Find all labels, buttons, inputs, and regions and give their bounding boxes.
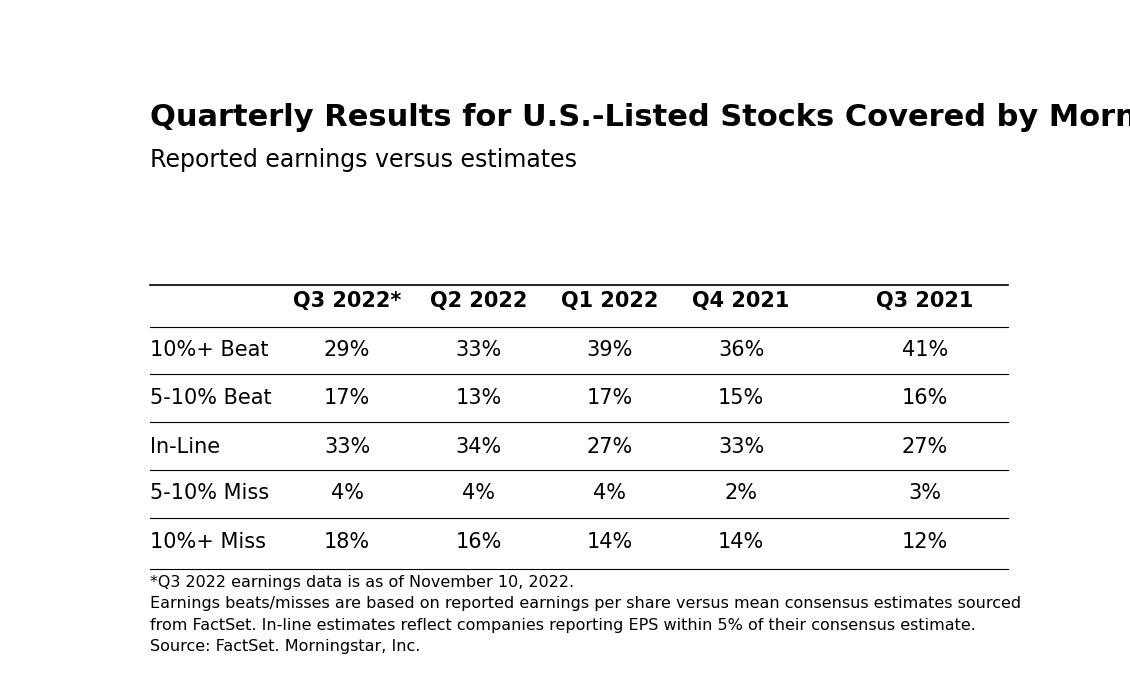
Text: 13%: 13% bbox=[455, 388, 502, 408]
Text: 5-10% Miss: 5-10% Miss bbox=[150, 483, 269, 503]
Text: 17%: 17% bbox=[324, 388, 371, 408]
Text: from FactSet. In-line estimates reflect companies reporting EPS within 5% of the: from FactSet. In-line estimates reflect … bbox=[150, 618, 976, 633]
Text: 36%: 36% bbox=[718, 340, 764, 359]
Text: In-Line: In-Line bbox=[150, 436, 220, 456]
Text: 14%: 14% bbox=[586, 532, 633, 551]
Text: Quarterly Results for U.S.-Listed Stocks Covered by Morningstar: Quarterly Results for U.S.-Listed Stocks… bbox=[150, 103, 1130, 131]
Text: 4%: 4% bbox=[462, 483, 495, 503]
Text: 16%: 16% bbox=[902, 388, 948, 408]
Text: 17%: 17% bbox=[586, 388, 633, 408]
Text: 41%: 41% bbox=[902, 340, 948, 359]
Text: Q3 2021: Q3 2021 bbox=[877, 292, 974, 311]
Text: *Q3 2022 earnings data is as of November 10, 2022.: *Q3 2022 earnings data is as of November… bbox=[150, 575, 574, 590]
Text: 33%: 33% bbox=[455, 340, 502, 359]
Text: 2%: 2% bbox=[724, 483, 757, 503]
Text: 4%: 4% bbox=[593, 483, 626, 503]
Text: 27%: 27% bbox=[902, 436, 948, 456]
Text: 3%: 3% bbox=[909, 483, 941, 503]
Text: Q1 2022: Q1 2022 bbox=[562, 292, 659, 311]
Text: 33%: 33% bbox=[718, 436, 764, 456]
Text: Earnings beats/misses are based on reported earnings per share versus mean conse: Earnings beats/misses are based on repor… bbox=[150, 597, 1022, 611]
Text: 12%: 12% bbox=[902, 532, 948, 551]
Text: 34%: 34% bbox=[455, 436, 502, 456]
Text: Source: FactSet. Morningstar, Inc.: Source: FactSet. Morningstar, Inc. bbox=[150, 639, 420, 655]
Text: 27%: 27% bbox=[586, 436, 633, 456]
Text: 10%+ Miss: 10%+ Miss bbox=[150, 532, 266, 551]
Text: 39%: 39% bbox=[586, 340, 633, 359]
Text: Q3 2022*: Q3 2022* bbox=[293, 292, 401, 311]
Text: 18%: 18% bbox=[324, 532, 371, 551]
Text: 29%: 29% bbox=[324, 340, 371, 359]
Text: 4%: 4% bbox=[331, 483, 364, 503]
Text: Q2 2022: Q2 2022 bbox=[429, 292, 527, 311]
Text: Reported earnings versus estimates: Reported earnings versus estimates bbox=[150, 148, 577, 172]
Text: 10%+ Beat: 10%+ Beat bbox=[150, 340, 269, 359]
Text: 16%: 16% bbox=[455, 532, 502, 551]
Text: 33%: 33% bbox=[324, 436, 371, 456]
Text: 15%: 15% bbox=[718, 388, 764, 408]
Text: Q4 2021: Q4 2021 bbox=[693, 292, 790, 311]
Text: 5-10% Beat: 5-10% Beat bbox=[150, 388, 271, 408]
Text: 14%: 14% bbox=[718, 532, 764, 551]
